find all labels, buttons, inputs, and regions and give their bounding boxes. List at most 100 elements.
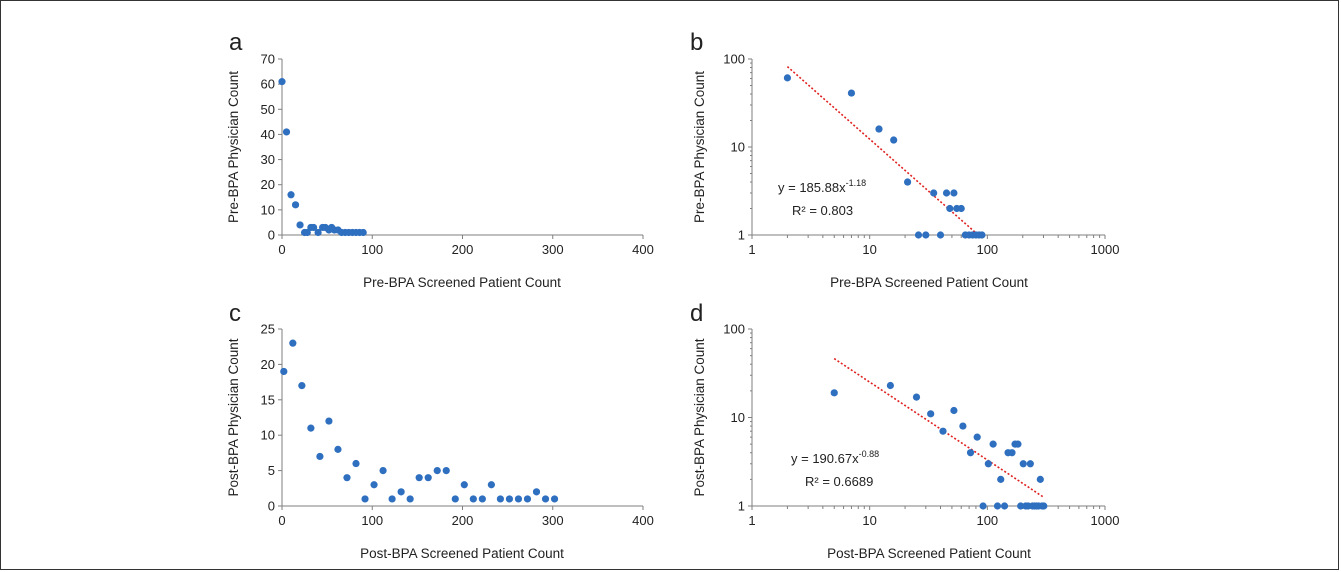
data-point [875,125,883,133]
x-tick-label: 10 [862,513,876,528]
trendline-equation: y = 190.67x-0.88 [791,449,879,466]
x-tick-label: 300 [542,242,564,257]
y-axis-title: Post-BPA Physician Count [692,338,707,496]
data-point [922,231,930,239]
y-axis-title: Pre-BPA Physician Count [692,71,707,223]
data-point [296,221,304,229]
y-tick-label: 15 [261,392,275,407]
data-point [291,201,300,209]
equation-base: y = 185.88x [778,180,846,195]
data-point [979,502,987,510]
r-squared-label: R² = 0.6689 [805,474,873,489]
x-tick-label: 0 [278,242,285,257]
data-point [1000,502,1009,510]
data-point [451,495,459,503]
x-tick-label: 1000 [1091,242,1120,257]
y-tick-label: 20 [261,357,275,372]
data-point [886,381,894,390]
x-tick-label: 0 [278,513,285,528]
data-point [406,495,414,503]
chart-panel-c: c 0 5 10 15 20 25 0 100 200 300 400 Post-BPA Screene… [226,300,654,561]
y-tick-label: 25 [261,322,275,337]
data-point [415,474,423,482]
chart-panel-a: a 0 10 20 30 40 50 60 70 0 100 200 300 400 Pre-BPA Scr… [226,29,654,290]
data-point [541,495,550,503]
x-tick-label: 100 [361,513,383,528]
y-tick-label: 10 [731,140,745,155]
x-tick-label: 1000 [1091,513,1120,528]
chart-panel-b: b 1 10 100 1 10 100 1000 Pre-BPA Screened Patien… [690,29,1119,290]
x-tick-label: 400 [632,242,654,257]
y-tick-label: 10 [261,202,275,217]
x-tick-label: 1 [748,242,755,257]
data-point [1040,502,1048,510]
data-point [361,495,369,503]
y-axis-title: Post-BPA Physician Count [226,338,241,496]
data-point [469,495,477,503]
data-point [325,417,333,425]
y-tick-label: 0 [268,228,275,243]
equation-exponent: -1.18 [846,178,867,188]
data-point [1019,460,1027,468]
data-point [309,223,318,232]
data-point [989,440,997,448]
x-tick-label: 10 [862,242,876,257]
r-squared-label: R² = 0.803 [792,203,853,218]
trendline [833,357,1044,498]
data-point [442,467,450,475]
y-tick-label: 50 [261,102,275,117]
data-point [939,427,947,435]
data-point [783,74,792,82]
data-point [957,204,965,213]
data-point [278,78,286,86]
panel-letter: c [229,300,241,327]
data-point [1036,475,1044,483]
data-point [1008,449,1016,457]
y-axis-title: Pre-BPA Physician Count [226,71,241,223]
data-point [942,189,951,197]
data-point [514,495,523,503]
data-point [282,128,291,136]
x-tick-label: 100 [976,242,998,257]
y-tick-label: 100 [723,52,745,67]
x-axis-title: Post-BPA Screened Patient Count [360,546,564,561]
trendline-equation: y = 185.88x-1.18 [778,178,866,195]
data-point [966,449,975,457]
data-point [927,410,935,418]
data-point [950,406,958,415]
data-point [993,502,1002,510]
y-tick-label: 5 [268,463,275,478]
data-point [973,433,981,441]
data-point [550,495,559,503]
data-point [433,467,441,475]
data-point [287,191,295,199]
data-point [984,460,992,468]
data-point [314,228,322,237]
x-tick-label: 200 [452,513,474,528]
y-tick-label: 70 [261,52,275,67]
data-point [343,474,351,482]
x-axis-title: Post-BPA Screened Patient Count [827,546,1031,561]
y-tick-label: 1 [738,499,745,514]
x-tick-label: 300 [542,513,564,528]
data-point [1017,502,1025,510]
data-point [289,339,297,347]
data-point [847,89,856,97]
panel-letter: b [690,29,703,56]
data-point [478,495,486,503]
chart-panel-d: d 1 10 100 1 10 100 1000 Post-BPA Screened Patie… [690,300,1119,561]
data-point [946,204,954,213]
y-tick-label: 100 [723,322,745,337]
data-point [1026,460,1034,468]
y-tick-label: 0 [268,499,275,514]
data-point [997,475,1005,483]
equation-base: y = 190.67x [791,451,859,466]
x-tick-label: 100 [976,513,998,528]
data-point [352,459,360,468]
data-point [936,231,945,239]
y-tick-label: 10 [261,428,275,443]
data-point [496,495,505,503]
data-point [307,424,315,432]
